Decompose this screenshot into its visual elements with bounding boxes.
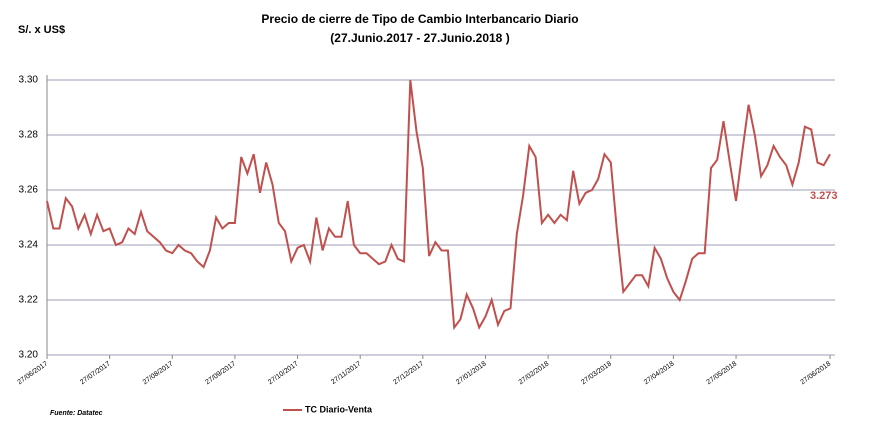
x-tick-label: 27/09/2017 — [204, 360, 237, 386]
source: Fuente: Datatec — [50, 410, 103, 417]
x-tick-label: 27/08/2017 — [142, 360, 175, 386]
annotation: 3.273 — [810, 190, 838, 202]
y-tick-label: 3.22 — [19, 295, 39, 306]
x-tick-label: 27/01/2018 — [455, 360, 488, 386]
x-tick-label: 27/06/2017 — [16, 360, 49, 386]
x-tick-label: 27/06/2018 — [799, 360, 832, 386]
x-tick-label: 27/02/2018 — [518, 360, 551, 386]
chart-title: Precio de cierre de Tipo de Cambio Inter… — [261, 12, 578, 26]
x-tick-label: 27/10/2017 — [267, 360, 300, 386]
y-tick-label: 3.28 — [19, 130, 39, 141]
y-tick-label: 3.30 — [19, 75, 39, 86]
line-series — [46, 79, 831, 331]
x-tick-label: 27/12/2017 — [392, 360, 425, 386]
x-tick-label: 27/03/2018 — [580, 360, 613, 386]
chart-subtitle: (27.Junio.2017 - 27.Junio.2018 ) — [330, 31, 509, 45]
y-tick-label: 3.20 — [19, 350, 39, 361]
x-tick-label: 27/04/2018 — [643, 360, 676, 386]
y-axis-label: S/. x US$ — [18, 24, 65, 36]
y-tick-label: 3.26 — [19, 185, 39, 196]
y-tick-label: 3.24 — [19, 240, 39, 251]
x-tick-label: 27/11/2017 — [330, 360, 362, 386]
x-tick-label: 27/05/2018 — [706, 360, 739, 386]
x-tick-label: 27/07/2017 — [79, 360, 112, 386]
legend-label: TC Diario-Venta — [305, 404, 373, 414]
